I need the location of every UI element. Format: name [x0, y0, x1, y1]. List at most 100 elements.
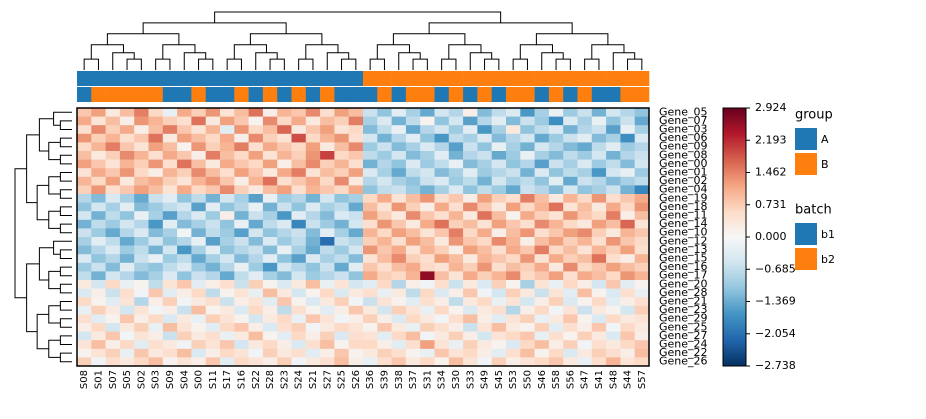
column-dendrogram — [106, 33, 180, 45]
heatmap-cell — [391, 297, 407, 307]
heatmap-cell — [420, 357, 435, 367]
heatmap-cell — [377, 159, 392, 169]
row-dendrogram — [59, 189, 72, 199]
heatmap-cell — [191, 211, 206, 221]
heatmap-cell — [534, 314, 550, 324]
heatmap-cell — [220, 211, 235, 221]
heatmap-cell — [606, 133, 621, 143]
heatmap-cell — [205, 305, 221, 315]
heatmap-cell — [177, 202, 192, 212]
heatmap-cell — [220, 254, 235, 264]
column-dendrogram — [484, 58, 500, 70]
heatmap-cell — [148, 348, 164, 358]
heatmap-cell — [577, 176, 593, 186]
heatmap-cell — [548, 159, 564, 169]
heatmap-cell — [248, 133, 264, 143]
annotation-cell — [77, 71, 92, 86]
heatmap-cell — [548, 280, 564, 289]
heatmap-cell — [77, 305, 92, 315]
heatmap-cell — [191, 357, 206, 367]
heatmap-cell — [119, 133, 135, 143]
heatmap-cell — [220, 245, 235, 255]
heatmap-cell — [105, 305, 121, 315]
annotation-cell — [548, 71, 564, 86]
heatmap-cell — [391, 271, 407, 281]
heatmap-cell — [620, 194, 635, 203]
heatmap-cell — [634, 314, 650, 324]
heatmap-cell — [291, 280, 307, 289]
heatmap-cell — [134, 357, 149, 367]
heatmap-cell — [205, 185, 221, 195]
heatmap-cell — [262, 108, 278, 117]
heatmap-cell — [377, 237, 392, 246]
heatmap-cell — [577, 271, 593, 281]
heatmap-cell — [291, 168, 307, 178]
heatmap-cell — [105, 271, 121, 281]
row-label: Gene_21 — [659, 295, 708, 308]
heatmap-cell — [520, 305, 535, 315]
legend-title: batch — [795, 203, 832, 218]
annotation-cell — [91, 71, 106, 86]
heatmap-cell — [320, 245, 335, 255]
heatmap-cell — [348, 133, 364, 143]
heatmap-cell — [220, 142, 235, 152]
heatmap-cell — [477, 314, 492, 324]
heatmap-cell — [448, 280, 464, 289]
annotation-cell — [305, 71, 321, 86]
annotation-cell — [119, 71, 135, 86]
annotation-cell — [262, 71, 278, 86]
heatmap-cell — [377, 314, 392, 324]
heatmap-cell — [205, 176, 221, 186]
heatmap-cell — [634, 305, 650, 315]
heatmap-cell — [534, 348, 550, 358]
heatmap-cell — [191, 280, 206, 289]
heatmap-cell — [591, 219, 607, 229]
heatmap-cell — [563, 219, 578, 229]
heatmap-cell — [177, 323, 192, 332]
heatmap-cell — [434, 159, 450, 169]
heatmap-cell — [248, 125, 264, 135]
heatmap-cell — [606, 219, 621, 229]
heatmap-cell — [91, 228, 106, 238]
heatmap-cell — [577, 297, 593, 307]
heatmap-cell — [91, 331, 106, 341]
heatmap-cell — [463, 219, 478, 229]
heatmap-cell — [548, 237, 564, 246]
heatmap-cell — [606, 271, 621, 281]
heatmap-cell — [77, 211, 92, 221]
row-label: Gene_20 — [659, 277, 708, 290]
heatmap-cell — [534, 228, 550, 238]
annotation-cell — [77, 87, 92, 102]
heatmap-cell — [548, 357, 564, 367]
heatmap-cell — [105, 125, 121, 135]
heatmap-cell — [491, 297, 507, 307]
row-label: Gene_17 — [659, 269, 708, 282]
heatmap-cell — [606, 185, 621, 195]
column-label: S07 — [108, 370, 119, 389]
column-label: S49 — [480, 370, 491, 389]
row-dendrogram — [53, 111, 72, 126]
heatmap-cell — [105, 288, 121, 298]
row-dendrogram — [59, 206, 72, 216]
heatmap-cell — [377, 297, 392, 307]
heatmap-cell — [477, 159, 492, 169]
heatmap-cell — [363, 228, 378, 238]
heatmap-cell — [448, 297, 464, 307]
heatmap-cell — [248, 245, 264, 255]
annotation-cell — [577, 71, 593, 86]
heatmap-cell — [548, 228, 564, 238]
annotation-cell — [363, 87, 378, 102]
row-dendrogram — [38, 247, 54, 281]
heatmap-cell — [191, 185, 206, 195]
heatmap-cell — [305, 357, 321, 367]
column-dendrogram — [142, 22, 287, 34]
heatmap-cell — [248, 142, 264, 152]
heatmap-cell — [77, 116, 92, 126]
heatmap-cell — [620, 288, 635, 298]
heatmap-cell — [620, 125, 635, 135]
heatmap-cell — [391, 159, 407, 169]
heatmap-cell — [220, 262, 235, 272]
heatmap-cell — [448, 159, 464, 169]
annotation-cell — [177, 87, 192, 102]
annotation-cell — [391, 71, 407, 86]
